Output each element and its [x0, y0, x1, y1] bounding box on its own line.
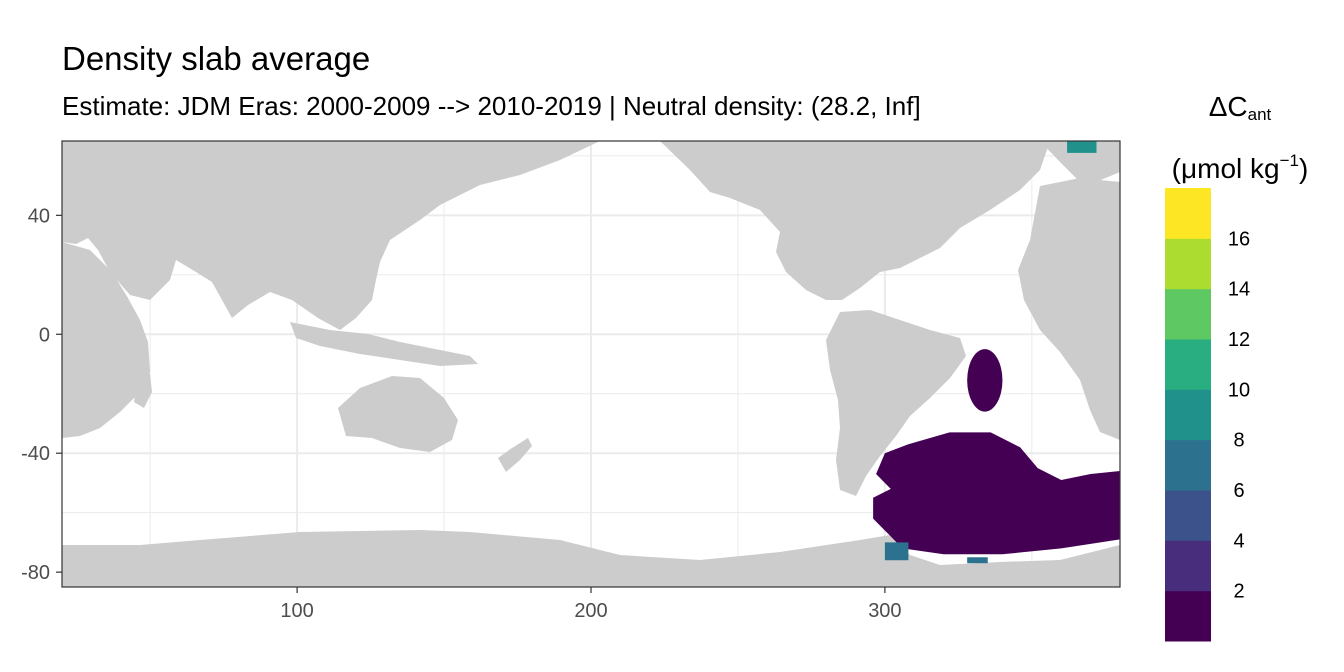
- land-antarctica: [62, 530, 1120, 587]
- land-greenland: [1040, 141, 1120, 182]
- legend-title-sub: ant: [1247, 105, 1272, 124]
- legend-tick-label: 12: [1228, 329, 1250, 351]
- legend-color-step: [1165, 540, 1211, 592]
- legend-color-step: [1165, 590, 1211, 642]
- land-europe-africa-east: [1018, 178, 1120, 440]
- legend-tick-label: 14: [1228, 279, 1250, 301]
- legend-color-step: [1165, 188, 1211, 239]
- legend-unit-sup: −1: [1279, 151, 1299, 170]
- x-axis-tick-label: 100: [280, 600, 313, 622]
- land-africa: [62, 242, 150, 438]
- legend-colorbar: 2 4 6 8 10 12 14 16: [1165, 188, 1250, 642]
- legend-color-step: [1165, 439, 1211, 491]
- legend-color-step: [1165, 288, 1211, 340]
- y-axis-tick-label: -80: [21, 562, 50, 584]
- y-axis-tick-label: -40: [21, 443, 50, 465]
- legend-tick-label: 2: [1233, 581, 1244, 603]
- legend-unit-close: ): [1299, 153, 1309, 184]
- y-axis-tick-label: 0: [39, 324, 50, 346]
- land-madagascar: [134, 372, 152, 408]
- legend-tick-label: 6: [1233, 480, 1244, 502]
- map-layer: [62, 141, 1120, 587]
- data-cell-region: [1067, 141, 1097, 153]
- data-cell-region: [884, 542, 909, 561]
- legend-color-step: [1165, 490, 1211, 541]
- data-cell-region: [873, 432, 1120, 555]
- legend-unit-open: (μmol kg: [1171, 153, 1280, 184]
- data-cell-region: [967, 349, 1003, 412]
- legend-tick-label: 8: [1233, 430, 1244, 452]
- legend-title-main: ΔC: [1208, 91, 1248, 122]
- legend-title: ΔCant (μmol kg−1): [1150, 84, 1330, 192]
- land-eurasia: [62, 141, 600, 330]
- legend-tick-label: 10: [1228, 379, 1250, 401]
- legend-color-step: [1165, 238, 1211, 290]
- chart-title: Density slab average: [62, 40, 371, 77]
- land-south-america: [826, 310, 966, 496]
- land-australia: [338, 376, 458, 452]
- land-north-america: [660, 141, 1050, 300]
- land-indonesia: [290, 322, 478, 366]
- y-axis-tick-label: 40: [28, 205, 50, 227]
- legend-color-step: [1165, 339, 1211, 390]
- legend-tick-label: 16: [1228, 228, 1250, 250]
- x-axis-tick-label: 200: [574, 600, 607, 622]
- chart-subtitle: Estimate: JDM Eras: 2000-2009 --> 2010-2…: [62, 91, 921, 121]
- x-axis-tick-label: 300: [868, 600, 901, 622]
- legend-tick-label: 4: [1233, 530, 1244, 552]
- legend-color-step: [1165, 389, 1211, 441]
- data-cell-region: [967, 557, 988, 564]
- land-new-zealand: [498, 438, 532, 472]
- data-cells: [873, 141, 1120, 564]
